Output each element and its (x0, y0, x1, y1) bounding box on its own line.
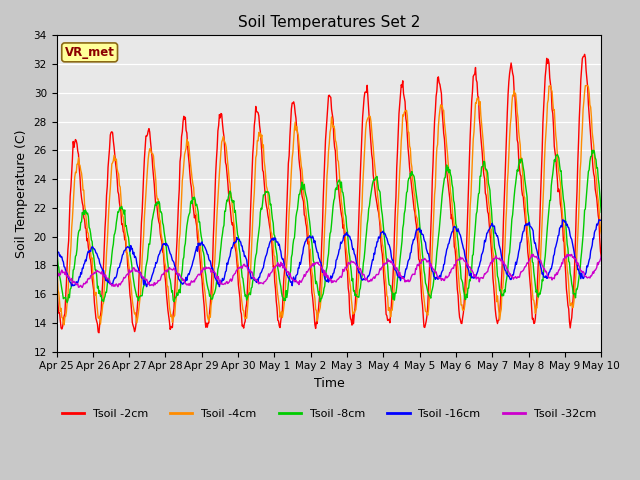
Tsoil -8cm (63, 300, 71, 305)
Tsoil -32cm (175, 272, 182, 278)
Line: Tsoil -8cm: Tsoil -8cm (56, 150, 601, 302)
Tsoil -4cm (52, 274, 60, 279)
Tsoil -4cm (547, 83, 554, 88)
Tsoil -32cm (63, 273, 70, 279)
Tsoil -2cm (175, 200, 182, 205)
Tsoil -16cm (175, 276, 182, 282)
Tsoil -16cm (118, 252, 126, 258)
Tsoil -4cm (175, 257, 182, 263)
Tsoil -32cm (396, 269, 404, 275)
Tsoil -2cm (412, 218, 419, 224)
Tsoil -32cm (120, 277, 127, 283)
Tsoil -16cm (595, 217, 603, 223)
Tsoil -4cm (396, 168, 404, 174)
Tsoil -8cm (412, 186, 419, 192)
Tsoil -16cm (143, 284, 150, 289)
Tsoil -8cm (396, 259, 404, 265)
Line: Tsoil -2cm: Tsoil -2cm (56, 54, 601, 333)
Tsoil -2cm (95, 330, 103, 336)
Tsoil -2cm (120, 228, 127, 234)
Tsoil -32cm (597, 253, 605, 259)
Tsoil -16cm (204, 251, 211, 257)
Tsoil -4cm (60, 322, 68, 328)
Tsoil -8cm (63, 298, 70, 303)
Title: Soil Temperatures Set 2: Soil Temperatures Set 2 (237, 15, 420, 30)
Tsoil -4cm (120, 215, 127, 220)
Tsoil -32cm (52, 274, 60, 280)
Line: Tsoil -4cm: Tsoil -4cm (56, 85, 601, 325)
Tsoil -32cm (529, 252, 537, 257)
Tsoil -32cm (412, 265, 419, 271)
Tsoil -16cm (396, 274, 404, 280)
Tsoil -8cm (588, 147, 596, 153)
Tsoil -32cm (79, 285, 86, 290)
Tsoil -2cm (63, 281, 70, 287)
Tsoil -2cm (396, 101, 404, 107)
X-axis label: Time: Time (314, 377, 344, 390)
Line: Tsoil -16cm: Tsoil -16cm (56, 220, 601, 287)
Tsoil -8cm (597, 210, 605, 216)
Tsoil -16cm (597, 217, 605, 223)
Tsoil -2cm (204, 324, 211, 330)
Text: VR_met: VR_met (65, 46, 115, 59)
Tsoil -16cm (412, 230, 419, 236)
Tsoil -4cm (204, 313, 211, 319)
Tsoil -8cm (52, 249, 60, 254)
Tsoil -4cm (63, 300, 71, 305)
Line: Tsoil -32cm: Tsoil -32cm (56, 254, 601, 288)
Tsoil -8cm (120, 207, 127, 213)
Tsoil -4cm (412, 211, 419, 217)
Tsoil -2cm (52, 284, 60, 290)
Tsoil -2cm (597, 253, 605, 259)
Y-axis label: Soil Temperature (C): Soil Temperature (C) (15, 129, 28, 258)
Tsoil -8cm (204, 282, 211, 288)
Tsoil -16cm (52, 248, 60, 253)
Tsoil -16cm (63, 269, 70, 275)
Tsoil -32cm (204, 265, 211, 271)
Legend: Tsoil -2cm, Tsoil -4cm, Tsoil -8cm, Tsoil -16cm, Tsoil -32cm: Tsoil -2cm, Tsoil -4cm, Tsoil -8cm, Tsoi… (57, 405, 600, 423)
Tsoil -2cm (580, 51, 588, 57)
Tsoil -8cm (175, 289, 182, 295)
Tsoil -4cm (597, 231, 605, 237)
